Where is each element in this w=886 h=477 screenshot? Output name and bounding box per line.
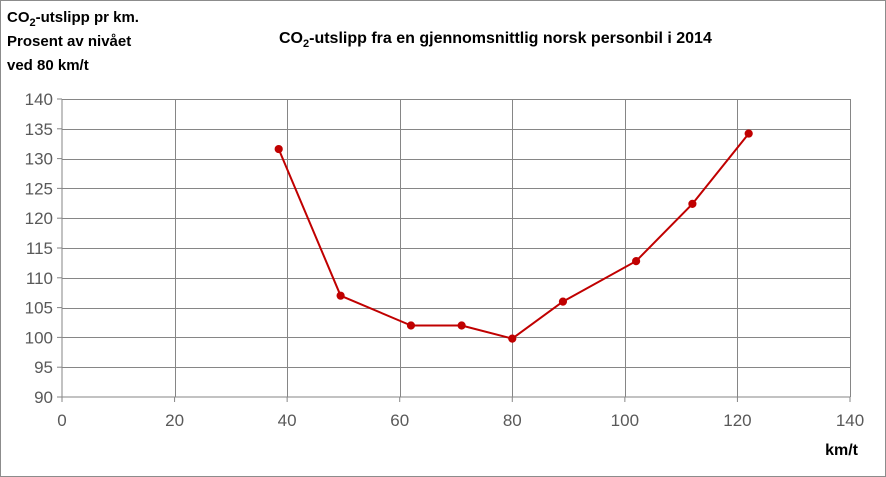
y-tick-label: 95 [34,358,53,377]
y-tick-labels: 90 95 100 105 110 115 120 125 130 135 140 [25,90,62,407]
data-point [508,334,517,343]
x-tick-label: 0 [57,411,66,430]
x-tick-label: 120 [723,411,751,430]
data-point [688,199,697,208]
x-tick-label: 20 [165,411,184,430]
series-co2 [274,129,753,343]
x-tick-label: 100 [611,411,639,430]
x-tick-label: 140 [836,411,864,430]
x-tick-label: 60 [390,411,409,430]
y-tick-label: 125 [25,179,53,198]
x-axis-label: km/t [825,442,859,459]
y-axis-label-line-1: CO2-utslipp pr km. [7,9,139,29]
data-point [457,321,466,330]
chart-title: CO2-utslipp fra en gjennomsnittlig norsk… [279,30,712,50]
data-point [744,129,753,138]
x-tick-label: 40 [278,411,297,430]
y-axis-label-line-2: Prosent av nivået [7,33,131,50]
data-point [274,144,283,154]
data-point [558,297,568,306]
y-tick-label: 130 [25,150,53,169]
data-point [406,321,416,330]
y-tick-label: 115 [26,239,53,258]
x-tick-label: 80 [503,411,522,430]
y-axis-label-line-3: ved 80 km/t [7,57,89,74]
data-point [336,291,345,300]
y-tick-label: 105 [25,299,53,318]
y-tick-label: 110 [26,269,53,288]
y-tick-label: 140 [25,90,53,109]
data-point [632,257,641,266]
y-tick-label: 135 [25,120,53,139]
y-tick-label: 90 [34,388,53,407]
y-gridlines [62,99,850,368]
x-tick-labels: 0 20 40 60 80 100 120 140 [57,397,864,430]
y-tick-label: 120 [25,209,53,228]
y-tick-label: 100 [25,328,53,347]
